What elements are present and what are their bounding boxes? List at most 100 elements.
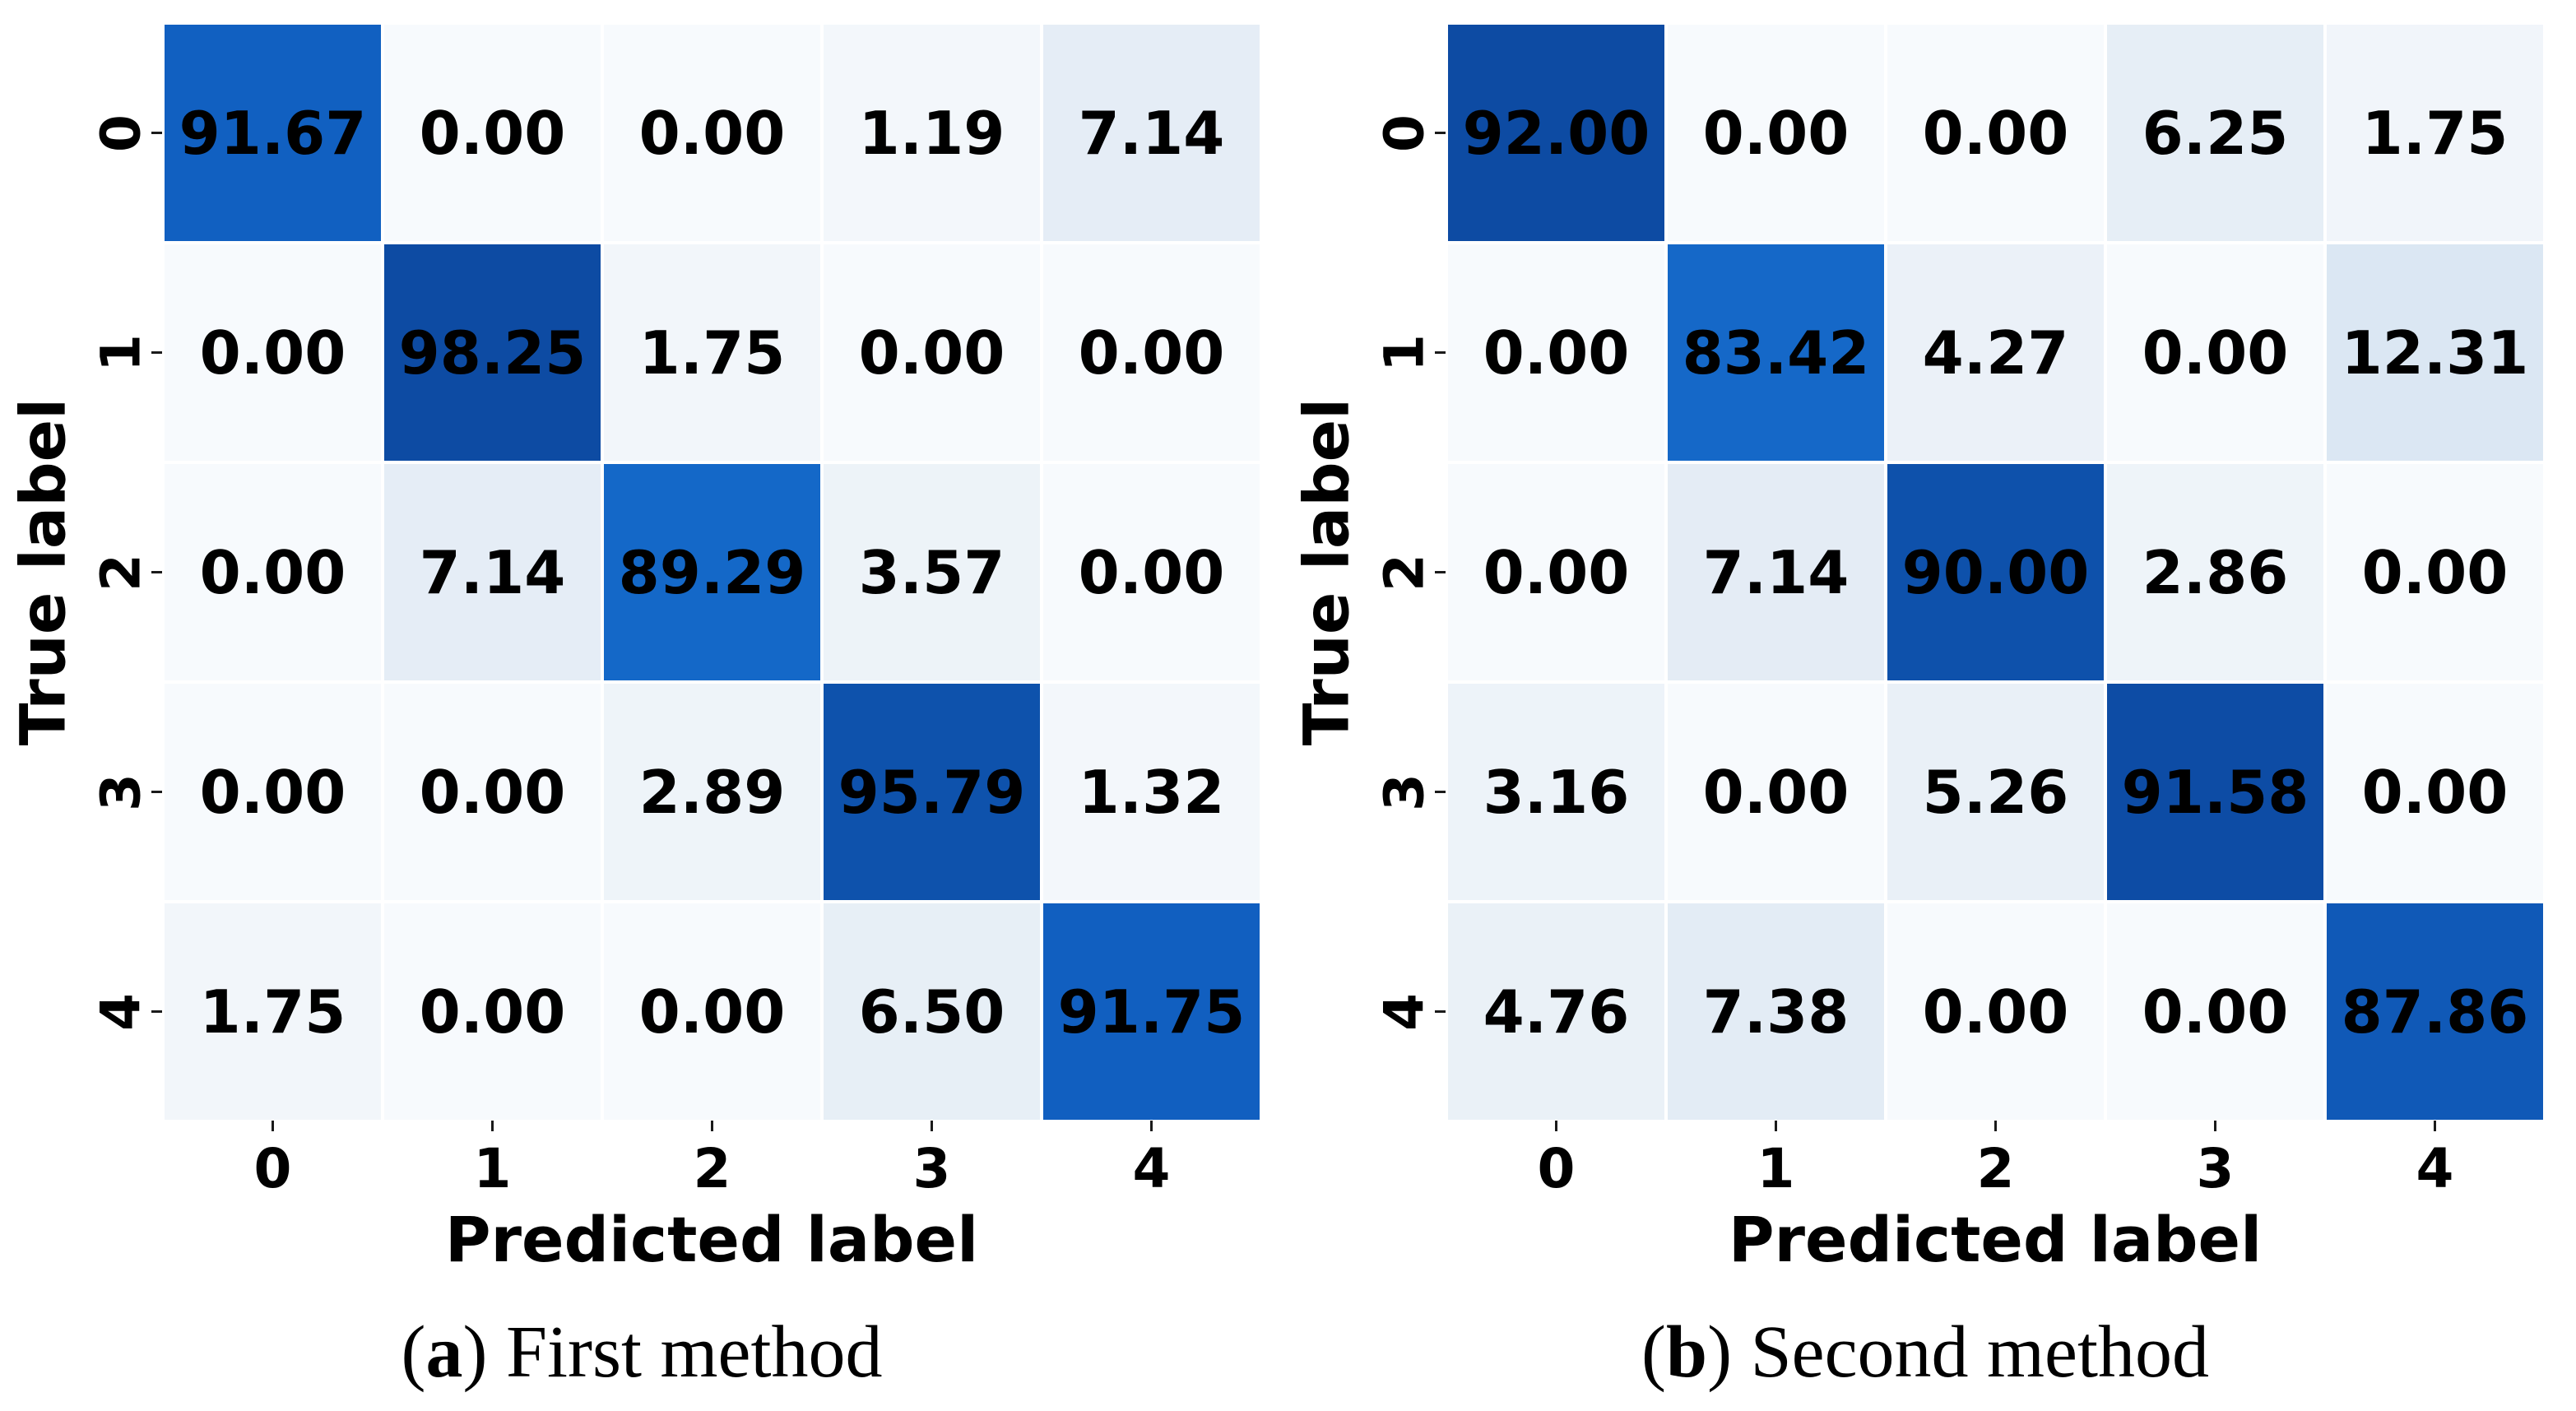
matrix-cell-r4c3: 6.50: [824, 903, 1040, 1120]
matrix-cell-r0c3: 1.19: [824, 25, 1040, 241]
matrix-cell-r3c3: 91.58: [2107, 684, 2323, 900]
matrix-cell-r4c0: 4.76: [1448, 903, 1664, 1120]
caption-text: First method: [505, 1311, 883, 1393]
x-axis-label: Predicted label: [444, 1203, 979, 1276]
x-tick-mark: [1994, 1121, 1997, 1131]
y-tick-label-2: 2: [89, 553, 153, 592]
y-tick-mark: [151, 351, 162, 354]
y-tick-label-4: 4: [89, 992, 153, 1031]
matrix-cell-r2c4: 0.00: [2327, 464, 2543, 680]
matrix-cell-r1c4: 12.31: [2327, 244, 2543, 461]
matrix-cell-r0c2: 0.00: [604, 25, 820, 241]
y-tick-label-1: 1: [1372, 333, 1437, 372]
matrix-cell-r1c2: 1.75: [604, 244, 820, 461]
y-tick-label-3: 3: [89, 773, 153, 811]
matrix-cell-r0c4: 7.14: [1043, 25, 1260, 241]
matrix-cell-r2c1: 7.14: [1668, 464, 1884, 680]
matrix-cell-r2c1: 7.14: [384, 464, 601, 680]
matrix-cell-r1c1: 98.25: [384, 244, 601, 461]
matrix-cell-r2c2: 89.29: [604, 464, 820, 680]
matrix-cell-r4c2: 0.00: [1887, 903, 2104, 1120]
caption-paren-open: (: [1641, 1311, 1667, 1393]
y-tick-mark: [151, 132, 162, 134]
x-tick-mark: [1555, 1121, 1557, 1131]
matrix-cell-r3c2: 2.89: [604, 684, 820, 900]
matrix-cell-r3c0: 3.16: [1448, 684, 1664, 900]
caption-paren-close: ): [462, 1311, 506, 1393]
y-tick-mark: [151, 791, 162, 793]
matrix-cell-r3c0: 0.00: [165, 684, 381, 900]
subfigure-caption-a: (a) First method: [0, 1310, 1283, 1395]
matrix-cell-r2c2: 90.00: [1887, 464, 2104, 680]
y-tick-mark: [151, 571, 162, 573]
matrix-cell-r4c1: 7.38: [1668, 903, 1884, 1120]
matrix-cell-r1c3: 0.00: [824, 244, 1040, 461]
x-tick-mark: [711, 1121, 713, 1131]
x-tick-mark: [491, 1121, 494, 1131]
x-tick-mark: [931, 1121, 933, 1131]
matrix-cell-r3c1: 0.00: [1668, 684, 1884, 900]
y-tick-label-4: 4: [1372, 992, 1437, 1031]
matrix-cell-r1c3: 0.00: [2107, 244, 2323, 461]
matrix-cell-r0c1: 0.00: [1668, 25, 1884, 241]
x-tick-label-3: 3: [2196, 1137, 2235, 1200]
x-tick-mark: [1150, 1121, 1153, 1131]
y-tick-label-2: 2: [1372, 553, 1437, 592]
y-tick-mark: [1435, 571, 1446, 573]
x-tick-label-2: 2: [1976, 1137, 2015, 1200]
matrix-cell-r1c0: 0.00: [165, 244, 381, 461]
matrix-cell-r2c3: 2.86: [2107, 464, 2323, 680]
matrix-cell-r2c3: 3.57: [824, 464, 1040, 680]
x-axis-label: Predicted label: [1728, 1203, 2263, 1276]
x-tick-mark: [2214, 1121, 2216, 1131]
matrix-cell-r1c1: 83.42: [1668, 244, 1884, 461]
x-tick-label-4: 4: [1132, 1137, 1171, 1200]
matrix-cell-r3c2: 5.26: [1887, 684, 2104, 900]
matrix-cell-r4c4: 91.75: [1043, 903, 1260, 1120]
caption-letter: b: [1666, 1311, 1708, 1393]
x-tick-mark: [272, 1121, 274, 1131]
y-tick-mark: [151, 1010, 162, 1013]
matrix-cell-r3c4: 1.32: [1043, 684, 1260, 900]
matrix-cell-r2c4: 0.00: [1043, 464, 1260, 680]
caption-text: Second method: [1750, 1311, 2209, 1393]
matrix-cell-r4c1: 0.00: [384, 903, 601, 1120]
matrix-cell-r3c1: 0.00: [384, 684, 601, 900]
x-tick-label-3: 3: [912, 1137, 951, 1200]
panel-first-method: True label 91.67 0.00 0.00 1.19 7.14 0.00 98.2…: [0, 0, 1283, 1411]
caption-letter: a: [425, 1311, 463, 1393]
confusion-matrix-first-method: 91.67 0.00 0.00 1.19 7.14 0.00 98.25 1.75 0.00 0.…: [165, 25, 1260, 1120]
x-tick-label-1: 1: [473, 1137, 512, 1200]
y-tick-mark: [1435, 351, 1446, 354]
x-tick-label-1: 1: [1757, 1137, 1795, 1200]
caption-paren-open: (: [401, 1311, 426, 1393]
y-tick-label-1: 1: [89, 333, 153, 372]
x-tick-label-0: 0: [1537, 1137, 1576, 1200]
matrix-cell-r0c4: 1.75: [2327, 25, 2543, 241]
matrix-cell-r3c3: 95.79: [824, 684, 1040, 900]
y-tick-mark: [1435, 791, 1446, 793]
y-tick-mark: [1435, 1010, 1446, 1013]
x-tick-label-0: 0: [253, 1137, 292, 1200]
matrix-cell-r0c1: 0.00: [384, 25, 601, 241]
matrix-cell-r0c3: 6.25: [2107, 25, 2323, 241]
matrix-cell-r1c4: 0.00: [1043, 244, 1260, 461]
y-tick-label-3: 3: [1372, 773, 1437, 811]
matrix-cell-r0c0: 91.67: [165, 25, 381, 241]
matrix-cell-r1c0: 0.00: [1448, 244, 1664, 461]
matrix-cell-r3c4: 0.00: [2327, 684, 2543, 900]
y-tick-mark: [1435, 132, 1446, 134]
matrix-cell-r2c0: 0.00: [165, 464, 381, 680]
caption-paren-close: ): [1707, 1311, 1751, 1393]
panel-second-method: True label 92.00 0.00 0.00 6.25 1.75 0.00 83.4…: [1283, 0, 2567, 1411]
x-tick-mark: [2434, 1121, 2436, 1131]
y-axis-label: True label: [6, 397, 80, 746]
y-tick-label-0: 0: [89, 114, 153, 152]
x-tick-mark: [1775, 1121, 1777, 1131]
x-tick-label-4: 4: [2416, 1137, 2454, 1200]
y-tick-label-0: 0: [1372, 114, 1437, 152]
matrix-cell-r0c0: 92.00: [1448, 25, 1664, 241]
matrix-cell-r2c0: 0.00: [1448, 464, 1664, 680]
matrix-cell-r4c0: 1.75: [165, 903, 381, 1120]
